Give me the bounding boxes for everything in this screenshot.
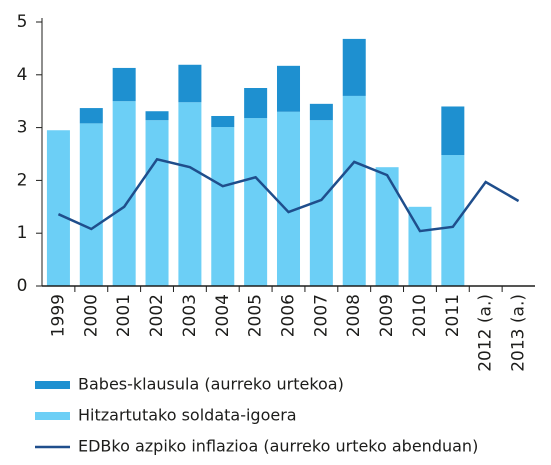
x-tick-label: 2012 (a.) <box>476 294 496 372</box>
x-tick-label: 2007 <box>311 294 331 337</box>
x-tick-label: 1999 <box>48 294 68 337</box>
y-tick-label: 4 <box>17 65 28 85</box>
bar-segment <box>79 123 103 286</box>
x-tick-label: 2009 <box>377 294 397 337</box>
x-tick-label: 2013 (a.) <box>509 294 529 372</box>
bar-segment <box>178 102 202 286</box>
bar-segment <box>244 118 268 286</box>
bar-segment <box>211 115 235 128</box>
y-tick-label: 5 <box>17 12 28 32</box>
bar-segment <box>79 108 103 124</box>
legend-label: Babes-klausula (aurreko urtekoa) <box>78 375 344 394</box>
y-tick-label: 1 <box>17 223 28 243</box>
bar-segment <box>441 155 465 286</box>
bar-segment <box>112 67 136 102</box>
bar-segment <box>342 95 366 286</box>
bar-segment <box>309 103 333 121</box>
bar-segment <box>145 120 169 286</box>
bar-segment <box>112 101 136 286</box>
x-tick-label: 2001 <box>114 294 134 337</box>
bar-segment <box>211 127 235 287</box>
legend-swatch <box>35 412 70 420</box>
legend-swatch <box>35 381 70 389</box>
legend-label: Hitzartutako soldata-igoera <box>78 406 297 425</box>
y-tick-label: 2 <box>17 170 28 190</box>
bar-segment <box>342 38 366 96</box>
bar-segment <box>178 64 202 103</box>
bar-segment <box>244 88 268 119</box>
x-tick-label: 2000 <box>81 294 101 337</box>
x-tick-label: 2008 <box>344 294 364 337</box>
bar-segment <box>309 120 333 286</box>
line-series <box>57 157 520 233</box>
y-tick-label: 0 <box>17 276 28 296</box>
bar-segment <box>441 106 465 156</box>
x-tick-label: 2002 <box>147 294 167 337</box>
legend-label: EDBko azpiko inflazioa (aurreko urteko a… <box>78 437 478 456</box>
x-tick-label: 2006 <box>279 294 299 337</box>
x-tick-label: 2003 <box>180 294 200 337</box>
bar-segment <box>145 111 169 121</box>
x-tick-label: 2004 <box>213 294 233 337</box>
x-tick-label: 2005 <box>246 294 266 337</box>
bar-segment <box>276 65 301 112</box>
bar-segment <box>408 206 432 286</box>
bar-segment <box>46 130 70 286</box>
x-tick-label: 2010 <box>410 294 430 337</box>
y-tick-label: 3 <box>17 118 28 138</box>
bar-segment <box>276 111 301 286</box>
x-tick-label: 2011 <box>443 294 463 337</box>
bar-segment <box>375 167 399 286</box>
